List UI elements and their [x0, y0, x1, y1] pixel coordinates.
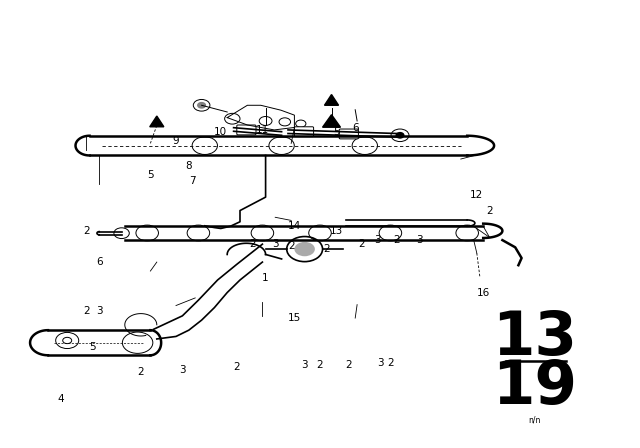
Text: 15: 15	[288, 313, 301, 323]
Text: 7: 7	[189, 177, 195, 186]
Text: 2: 2	[317, 360, 323, 370]
Text: 2: 2	[83, 306, 90, 316]
Text: 3: 3	[96, 306, 102, 316]
Text: 3: 3	[378, 358, 384, 368]
Text: 2: 2	[358, 239, 365, 249]
Text: 13: 13	[492, 309, 577, 368]
Text: 5: 5	[147, 170, 154, 180]
Text: 1: 1	[262, 273, 269, 283]
FancyBboxPatch shape	[237, 125, 256, 135]
Circle shape	[294, 242, 315, 256]
Text: 4: 4	[58, 394, 64, 404]
Text: 5: 5	[333, 127, 339, 137]
Text: 2: 2	[288, 241, 294, 251]
Text: 2: 2	[394, 235, 400, 245]
Polygon shape	[323, 115, 340, 127]
Polygon shape	[324, 95, 339, 105]
Text: 3: 3	[301, 360, 307, 370]
Text: 5: 5	[90, 342, 96, 352]
Text: 3: 3	[416, 235, 422, 245]
Text: 16: 16	[477, 289, 490, 298]
Text: 3: 3	[179, 365, 186, 375]
Text: 2: 2	[387, 358, 394, 368]
Text: 9: 9	[173, 136, 179, 146]
Polygon shape	[150, 116, 164, 127]
Text: 3: 3	[374, 235, 381, 245]
Text: 6: 6	[352, 123, 358, 133]
Text: 10: 10	[214, 127, 227, 137]
Text: 13: 13	[330, 226, 342, 236]
Text: 3: 3	[272, 239, 278, 249]
Text: 14: 14	[288, 221, 301, 231]
FancyBboxPatch shape	[339, 129, 358, 139]
Text: n/n: n/n	[528, 416, 541, 425]
Text: 2: 2	[250, 239, 256, 249]
Circle shape	[198, 103, 205, 108]
Text: 6: 6	[96, 257, 102, 267]
Text: 12: 12	[470, 190, 483, 200]
Text: 2: 2	[323, 244, 330, 254]
Text: 2: 2	[83, 226, 90, 236]
Text: 2: 2	[346, 360, 352, 370]
Text: 2: 2	[234, 362, 240, 372]
FancyBboxPatch shape	[294, 127, 314, 137]
Text: 19: 19	[492, 358, 577, 417]
Circle shape	[396, 133, 404, 138]
Text: 8: 8	[186, 161, 192, 171]
Text: 11: 11	[256, 125, 269, 135]
Text: 2: 2	[138, 367, 144, 377]
Text: 2: 2	[486, 206, 493, 215]
